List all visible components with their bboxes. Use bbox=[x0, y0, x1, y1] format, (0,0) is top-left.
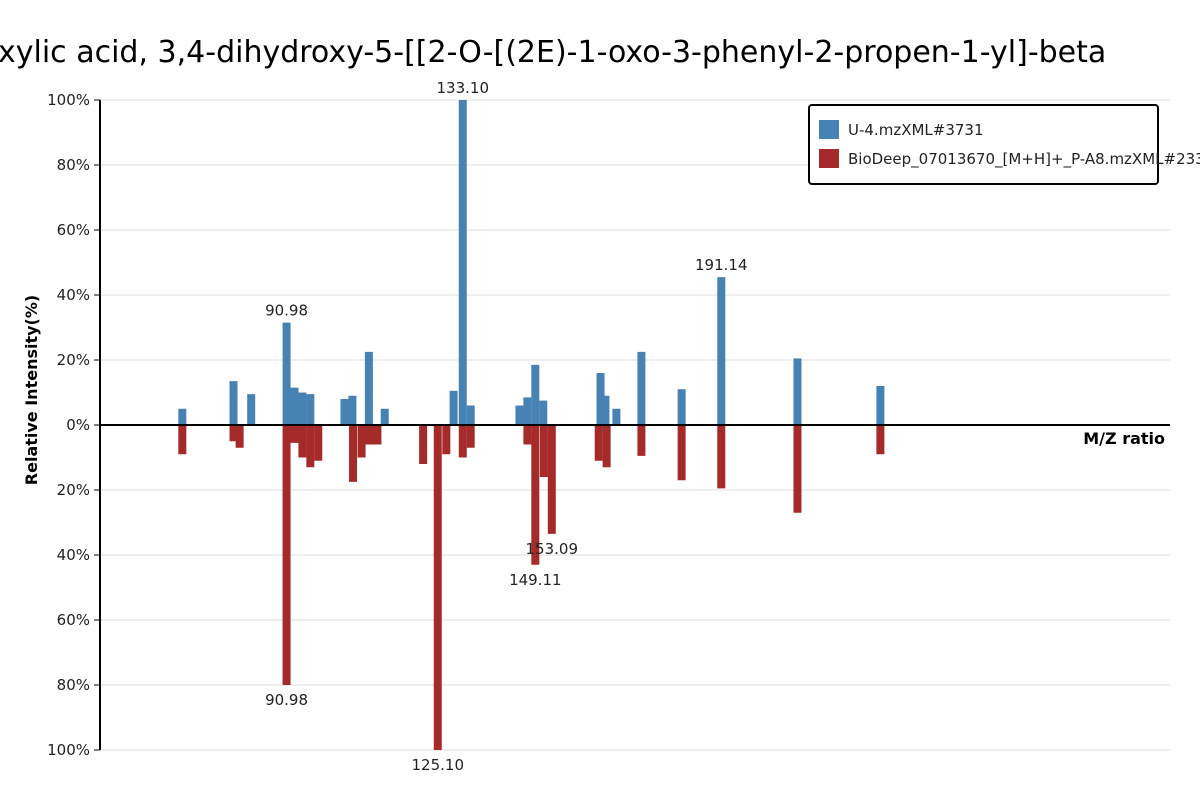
bar-top bbox=[637, 351, 646, 425]
y-tick-label: 0% bbox=[66, 416, 90, 434]
bar-top bbox=[380, 408, 389, 425]
legend-label-top: U-4.mzXML#3731 bbox=[848, 121, 984, 139]
bar-bottom bbox=[357, 425, 366, 458]
bar-bottom bbox=[523, 425, 532, 445]
y-tick-label: 20% bbox=[57, 351, 90, 369]
y-tick-label: 20% bbox=[57, 481, 90, 499]
bar-top bbox=[458, 100, 467, 425]
bar-top bbox=[601, 395, 610, 425]
bar-top bbox=[523, 397, 532, 425]
bar-top bbox=[229, 381, 238, 425]
bar-bottom bbox=[433, 425, 442, 750]
bar-top bbox=[348, 395, 357, 425]
bar-top bbox=[340, 399, 349, 425]
bar-top bbox=[290, 387, 299, 425]
peak-label: 133.10 bbox=[437, 79, 490, 97]
y-axis-title: Relative Intensity(%) bbox=[22, 295, 41, 485]
chart-title: xylic acid, 3,4-dihydroxy-5-[[2-O-[(2E)-… bbox=[0, 35, 1106, 70]
bar-bottom bbox=[547, 425, 556, 534]
bar-top bbox=[306, 394, 315, 425]
legend-swatch-top bbox=[819, 120, 839, 139]
peak-label: 149.11 bbox=[509, 571, 562, 589]
bar-top bbox=[596, 373, 605, 425]
bar-top bbox=[282, 322, 291, 425]
bar-bottom bbox=[235, 425, 244, 448]
y-tick-label: 60% bbox=[57, 221, 90, 239]
bar-bottom bbox=[677, 425, 686, 481]
bar-top bbox=[247, 394, 256, 425]
peak-label: 191.14 bbox=[695, 256, 748, 274]
bar-bottom bbox=[531, 425, 540, 565]
bar-top bbox=[677, 389, 686, 425]
bar-bottom bbox=[876, 425, 885, 455]
bar-top bbox=[876, 386, 885, 425]
bar-bottom bbox=[314, 425, 323, 461]
bar-bottom bbox=[349, 425, 358, 482]
legend: U-4.mzXML#3731 BioDeep_07013670_[M+H]+_P… bbox=[808, 104, 1200, 185]
bar-top bbox=[612, 408, 621, 425]
bar-bottom bbox=[298, 425, 307, 458]
y-tick-label: 100% bbox=[47, 741, 90, 759]
bar-top bbox=[449, 390, 458, 425]
bar-top bbox=[539, 400, 548, 425]
bar-bottom bbox=[365, 425, 374, 445]
bar-bottom bbox=[373, 425, 382, 445]
bar-bottom bbox=[602, 425, 611, 468]
x-axis-title: M/Z ratio bbox=[1083, 429, 1165, 448]
y-tick-label: 40% bbox=[57, 286, 90, 304]
bar-bottom bbox=[306, 425, 315, 468]
bar-top bbox=[717, 277, 726, 425]
y-tick-label: 100% bbox=[47, 91, 90, 109]
bar-bottom bbox=[637, 425, 646, 456]
legend-box bbox=[808, 104, 1159, 185]
y-tick-label: 80% bbox=[57, 676, 90, 694]
bar-top bbox=[178, 408, 187, 425]
bar-bottom bbox=[793, 425, 802, 513]
bar-bottom bbox=[717, 425, 726, 489]
bar-bottom bbox=[458, 425, 467, 458]
bars bbox=[178, 100, 885, 750]
peak-label: 90.98 bbox=[265, 302, 308, 320]
bar-top bbox=[793, 358, 802, 425]
bar-bottom bbox=[282, 425, 291, 685]
legend-label-bottom: BioDeep_07013670_[M+H]+_P-A8.mzXML#233 bbox=[848, 150, 1200, 169]
axes bbox=[99, 100, 1170, 750]
peak-label: 153.09 bbox=[526, 540, 579, 558]
bar-bottom bbox=[466, 425, 475, 448]
bar-top bbox=[364, 351, 373, 425]
bar-bottom bbox=[229, 425, 238, 442]
bar-bottom bbox=[442, 425, 451, 455]
y-tick-label: 40% bbox=[57, 546, 90, 564]
legend-swatch-bottom bbox=[819, 149, 839, 168]
y-tick-label: 80% bbox=[57, 156, 90, 174]
bar-bottom bbox=[178, 425, 187, 455]
bar-bottom bbox=[594, 425, 603, 461]
y-tick-label: 60% bbox=[57, 611, 90, 629]
bar-top bbox=[531, 364, 540, 425]
bar-top bbox=[298, 392, 307, 425]
peak-label: 125.10 bbox=[412, 756, 465, 774]
peak-label: 90.98 bbox=[265, 691, 308, 709]
bar-bottom bbox=[539, 425, 548, 477]
y-ticks: 100% 80% 60% 40% 20% 0% 20% 40% 60% 80% 100% bbox=[47, 91, 100, 759]
peak-labels: 90.98 133.10 191.14 90.98 125.10 149.11 153.09 bbox=[265, 79, 747, 774]
bar-bottom bbox=[290, 425, 299, 443]
bar-top bbox=[515, 405, 524, 425]
bar-bottom bbox=[419, 425, 428, 464]
bar-top bbox=[466, 405, 475, 425]
